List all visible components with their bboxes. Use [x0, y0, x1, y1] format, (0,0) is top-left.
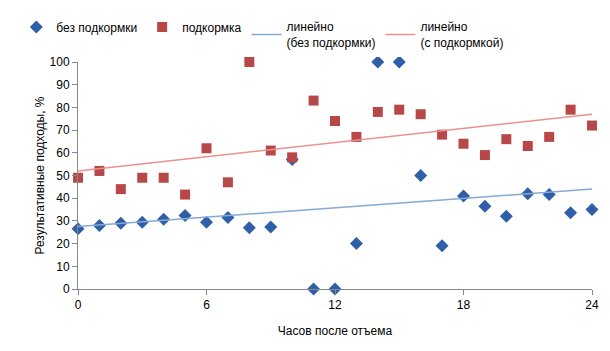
svg-text:10: 10 [56, 260, 70, 274]
svg-text:подкормка: подкормка [182, 21, 241, 35]
svg-text:12: 12 [328, 298, 342, 312]
svg-text:24: 24 [585, 298, 599, 312]
svg-text:20: 20 [56, 237, 70, 251]
svg-text:0: 0 [75, 298, 82, 312]
svg-text:6: 6 [203, 298, 210, 312]
svg-text:Часов после отъема: Часов после отъема [278, 324, 393, 338]
svg-text:линейно(с подкормкой): линейно(с подкормкой) [420, 20, 503, 50]
svg-text:линейно(без подкормки): линейно(без подкормки) [287, 20, 376, 50]
svg-text:70: 70 [56, 123, 70, 137]
svg-text:Результативные подходы, %: Результативные подходы, % [33, 96, 47, 254]
svg-text:90: 90 [56, 78, 70, 92]
svg-text:40: 40 [56, 191, 70, 205]
svg-text:60: 60 [56, 146, 70, 160]
svg-text:50: 50 [56, 169, 70, 183]
svg-text:80: 80 [56, 101, 70, 115]
svg-text:0: 0 [63, 282, 70, 296]
svg-text:30: 30 [56, 214, 70, 228]
svg-text:100: 100 [49, 55, 70, 70]
svg-text:18: 18 [457, 298, 471, 312]
svg-text:без подкормки: без подкормки [56, 21, 137, 35]
